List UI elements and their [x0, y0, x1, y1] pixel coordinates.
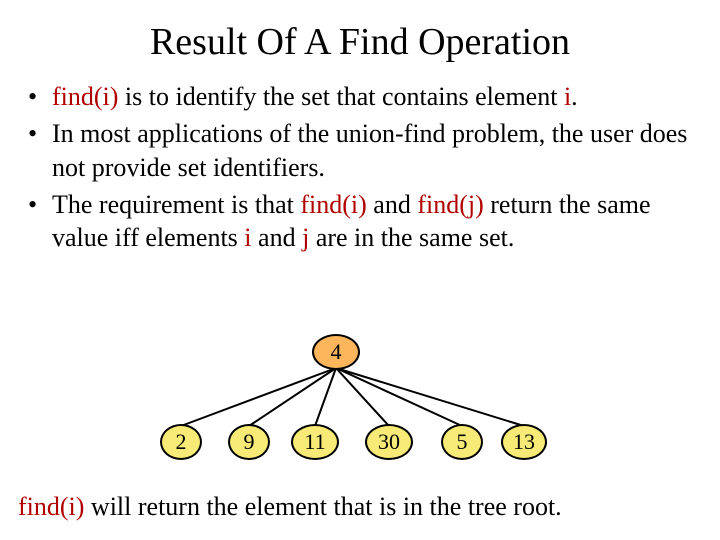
slide-title: Result Of A Find Operation [0, 0, 720, 80]
tree-child-node: 11 [291, 424, 339, 460]
bullet-text: The requirement is that find(i) and find… [52, 188, 692, 255]
tree-edges [0, 332, 720, 482]
tree-diagram: 4 29 11 30 5 13 [0, 332, 720, 482]
tree-child-node: 30 [365, 424, 413, 460]
bullet-text: find(i) is to identify the set that cont… [52, 80, 692, 113]
tree-child-node: 5 [441, 424, 483, 460]
tree-root-node: 4 [312, 334, 360, 370]
bullet-marker: • [28, 188, 52, 255]
tree-child-node: 2 [160, 424, 202, 460]
bullet-marker: • [28, 117, 52, 184]
bullet-item: •find(i) is to identify the set that con… [28, 80, 692, 113]
bullet-item: •The requirement is that find(i) and fin… [28, 188, 692, 255]
tree-child-node: 9 [228, 424, 270, 460]
tree-child-node: 13 [501, 424, 547, 460]
bullet-list: •find(i) is to identify the set that con… [0, 80, 720, 254]
caption-text: find(i) will return the element that is … [0, 492, 720, 522]
bullet-marker: • [28, 80, 52, 113]
bullet-item: •In most applications of the union-find … [28, 117, 692, 184]
bullet-text: In most applications of the union-find p… [52, 117, 692, 184]
